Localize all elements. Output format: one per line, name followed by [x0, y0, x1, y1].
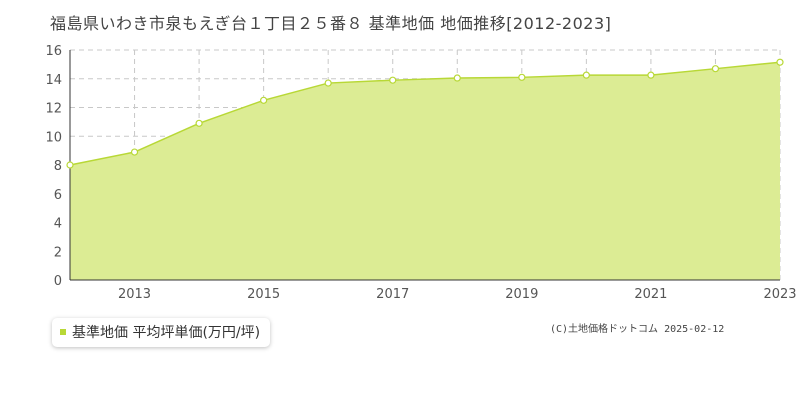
x-tick-label: 2021 [634, 287, 667, 302]
y-tick-label: 2 [54, 245, 62, 260]
x-tick-label: 2013 [118, 287, 151, 302]
y-tick-label: 12 [45, 102, 62, 117]
legend-swatch [60, 329, 66, 335]
data-point [130, 148, 139, 156]
data-point [389, 76, 397, 84]
area-fill [70, 62, 780, 280]
data-point [66, 161, 74, 169]
x-axis-ticks: 2013 2015 2017 2019 2021 2023 [118, 287, 797, 302]
x-tick-label: 2015 [247, 287, 280, 302]
y-tick-label: 14 [45, 73, 62, 88]
series-line [69, 61, 781, 166]
data-point [776, 58, 784, 66]
y-tick-label: 6 [54, 188, 62, 203]
data-point [453, 74, 461, 82]
data-point [582, 71, 590, 79]
data-point [647, 71, 655, 79]
y-tick-label: 4 [54, 217, 62, 232]
legend-label: 基準地価 平均坪単価(万円/坪) [72, 325, 261, 341]
markers [66, 58, 784, 169]
y-tick-label: 0 [54, 274, 62, 289]
y-axis-ticks: 0 2 4 6 8 10 12 14 16 [45, 44, 62, 289]
legend: 基準地価 平均坪単価(万円/坪) [52, 318, 271, 347]
data-point [195, 119, 203, 127]
x-tick-label: 2017 [376, 287, 409, 302]
chart-title: 福島県いわき市泉もえぎ台１丁目２５番８ 基準地価 地価推移[2012-2023] [50, 14, 612, 33]
copyright: (C)土地価格ドットコム 2025-02-12 [550, 324, 725, 335]
data-point [324, 79, 332, 87]
y-tick-label: 16 [45, 44, 62, 59]
y-tick-label: 10 [45, 130, 62, 145]
x-tick-label: 2019 [505, 287, 538, 302]
y-tick-label: 8 [54, 159, 62, 174]
data-point [260, 96, 268, 104]
area-layer [69, 61, 781, 280]
data-point [518, 73, 526, 81]
data-point [711, 65, 720, 73]
x-tick-label: 2023 [763, 287, 796, 302]
